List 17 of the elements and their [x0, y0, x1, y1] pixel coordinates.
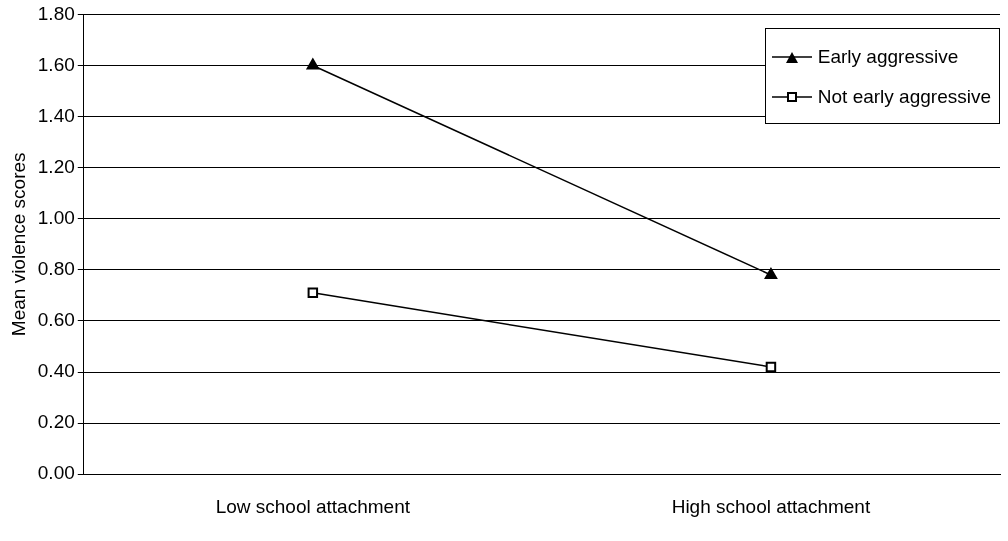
y-tick-label: 0.20: [37, 411, 75, 433]
y-tick-label: 0.80: [37, 258, 75, 280]
y-tick-label: 1.80: [37, 2, 75, 24]
point: [307, 287, 319, 299]
y-tick-label: 1.00: [37, 206, 75, 228]
y-tick-label: 1.20: [37, 155, 75, 177]
x-tick-label: High school attachment: [671, 495, 871, 517]
point: [765, 361, 777, 373]
y-tick-label: 0.60: [37, 309, 75, 331]
x-tick-label: Low school attachment: [215, 495, 411, 517]
legend-label: Not early aggressive: [817, 86, 991, 108]
y-tick-label: 0.40: [37, 360, 75, 382]
legend-label: Early aggressive: [817, 46, 959, 68]
y-tick-label: 1.60: [37, 53, 75, 75]
y-tick-label: 0.00: [37, 462, 75, 484]
y-axis-title: Mean violence scores: [7, 152, 29, 337]
y-tick-label: 1.40: [37, 104, 75, 126]
